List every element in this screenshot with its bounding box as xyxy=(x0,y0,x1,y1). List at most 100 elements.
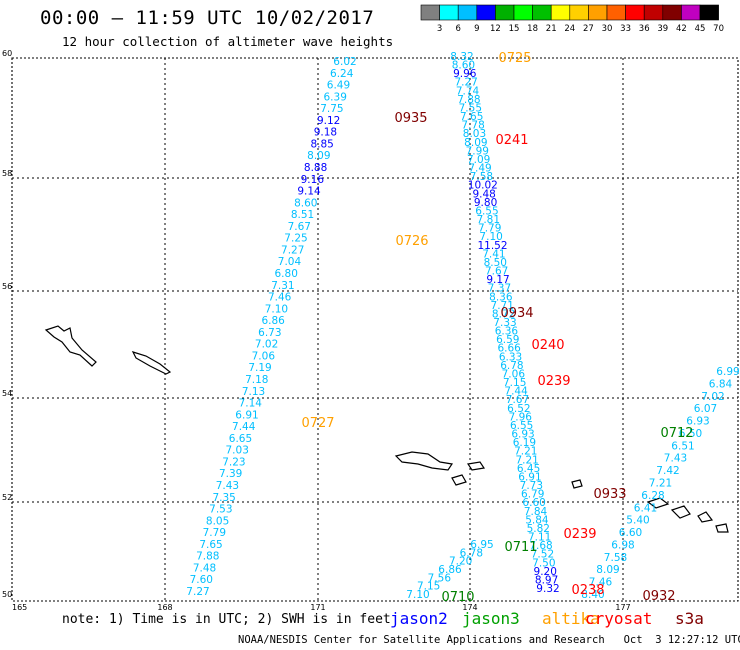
wave-height-value: 7.09 xyxy=(467,154,490,166)
wave-height-value: 9.16 xyxy=(301,174,325,186)
track-0726-a: 8.328.609.967.277.747.887.557.657.788.03… xyxy=(450,51,559,595)
color-scale-label: 39 xyxy=(657,24,668,34)
longitude-label: 165 xyxy=(12,603,27,612)
wave-height-value: 8.60 xyxy=(452,60,475,72)
wave-height-value: 7.35 xyxy=(212,492,235,504)
longitude-label: 168 xyxy=(157,603,172,612)
color-scale-label: 45 xyxy=(695,24,706,34)
pass-time-label: 0239 xyxy=(563,527,596,542)
wave-height-value: 7.11 xyxy=(528,532,551,544)
wave-height-value: 6.55 xyxy=(510,420,533,432)
longitude-label: 171 xyxy=(310,603,325,612)
wave-height-value: 7.19 xyxy=(248,362,271,374)
wave-height-value: 7.02 xyxy=(255,339,278,351)
color-scale-label: 18 xyxy=(527,24,538,34)
wave-height-value: 7.46 xyxy=(589,577,613,589)
wave-height-value: 6.60 xyxy=(522,497,545,509)
color-scale-label: 27 xyxy=(583,24,594,34)
wave-height-value: 6.36 xyxy=(495,326,519,338)
wave-height-value: 7.15 xyxy=(417,581,440,593)
wave-height-value: 9.32 xyxy=(536,583,559,595)
wave-height-value: 6.65 xyxy=(229,433,252,445)
pass-time-label: 0725 xyxy=(498,51,531,66)
wave-height-value: 5.82 xyxy=(527,523,550,535)
wave-height-value: 7.58 xyxy=(604,552,627,564)
wave-height-value: 8.09 xyxy=(307,150,330,162)
wave-height-value: 7.27 xyxy=(186,586,209,598)
latitude-label: 54 xyxy=(2,389,12,398)
wave-height-value: 7.39 xyxy=(219,468,242,480)
coastline xyxy=(451,474,467,486)
pass-time-label: 0934 xyxy=(500,306,533,321)
wave-height-value: 6.86 xyxy=(438,564,462,576)
wave-height-value: 8.60 xyxy=(294,197,317,209)
color-scale-label: 70 xyxy=(713,24,724,34)
wave-height-value: 7.20 xyxy=(449,556,472,568)
wave-height-value: 7.42 xyxy=(656,465,679,477)
color-scale-label: 9 xyxy=(474,24,479,34)
track-0710: 6.956.787.206.867.567.157.10 xyxy=(406,539,493,601)
coastline xyxy=(715,523,729,533)
wave-height-value: 9.12 xyxy=(317,115,340,127)
wave-height-value: 8.03 xyxy=(463,128,486,140)
color-scale-label: 42 xyxy=(676,24,687,34)
legend-item-s3a: s3a xyxy=(675,609,704,628)
legend-item-altika: altika xyxy=(542,609,600,628)
wave-height-value: 6.52 xyxy=(507,403,530,415)
wave-height-value: 7.03 xyxy=(226,445,249,457)
track-0712: 6.996.847.026.076.936.506.517.437.427.21… xyxy=(581,366,739,601)
wave-height-value: 8.85 xyxy=(310,138,333,150)
wave-height-value: 6.98 xyxy=(611,539,634,551)
wave-height-value: 7.68 xyxy=(529,540,552,552)
wave-height-value: 7.06 xyxy=(502,368,526,380)
wave-height-value: 6.50 xyxy=(679,428,702,440)
wave-height-value: 6.49 xyxy=(327,80,350,92)
pass-time-label: 0710 xyxy=(441,590,474,605)
wave-height-value: 7.84 xyxy=(524,506,548,518)
wave-height-value: 7.88 xyxy=(196,551,219,563)
wave-height-value: 8.09 xyxy=(464,137,487,149)
wave-height-value: 9.14 xyxy=(297,186,321,198)
color-scale-label: 30 xyxy=(602,24,613,34)
wave-height-value: 7.33 xyxy=(493,317,516,329)
wave-height-value: 7.21 xyxy=(515,454,538,466)
wave-height-value: 7.65 xyxy=(460,111,483,123)
wave-height-value: 7.43 xyxy=(216,480,239,492)
coastline xyxy=(571,479,583,489)
wave-height-value: 8.09 xyxy=(596,564,619,576)
wave-height-value: 6.59 xyxy=(496,334,519,346)
wave-height-value: 9.80 xyxy=(474,197,497,209)
wave-height-value: 6.45 xyxy=(517,463,540,475)
color-scale-label: 36 xyxy=(639,24,650,34)
wave-height-value: 7.02 xyxy=(701,391,724,403)
wave-height-value: 9.18 xyxy=(314,127,337,139)
latitude-label: 50 xyxy=(2,590,12,599)
wave-height-value: 6.78 xyxy=(460,547,483,559)
wave-height-value: 7.44 xyxy=(232,421,256,433)
wave-height-value: 6.86 xyxy=(261,315,285,327)
wave-height-value: 7.27 xyxy=(454,77,477,89)
color-scale-label: 6 xyxy=(455,24,460,34)
pass-time-label: 0935 xyxy=(394,111,427,126)
track-0727: 6.026.246.496.397.759.129.188.858.098.88… xyxy=(186,56,356,598)
wave-height-value: 9.20 xyxy=(534,566,557,578)
legend-item-jason3: jason3 xyxy=(462,609,520,628)
wave-height-value: 6.19 xyxy=(513,437,536,449)
wave-height-value: 7.99 xyxy=(466,145,489,157)
pass-time-label: 0239 xyxy=(537,374,570,389)
wave-height-value: 6.55 xyxy=(475,205,498,217)
wave-height-value: 6.07 xyxy=(694,403,717,415)
wave-height-value: 7.58 xyxy=(470,171,493,183)
wave-height-value: 6.33 xyxy=(499,351,522,363)
wave-height-value: 5.84 xyxy=(525,514,549,526)
latitude-label: 52 xyxy=(2,493,12,502)
latitude-label: 58 xyxy=(2,169,12,178)
wave-height-value: 6.41 xyxy=(634,502,657,514)
color-scale-label: 21 xyxy=(546,24,557,34)
coastline xyxy=(131,351,172,375)
wave-height-value: 7.10 xyxy=(479,231,502,243)
wave-height-value: 8.97 xyxy=(535,574,558,586)
latitude-label: 56 xyxy=(2,282,12,291)
